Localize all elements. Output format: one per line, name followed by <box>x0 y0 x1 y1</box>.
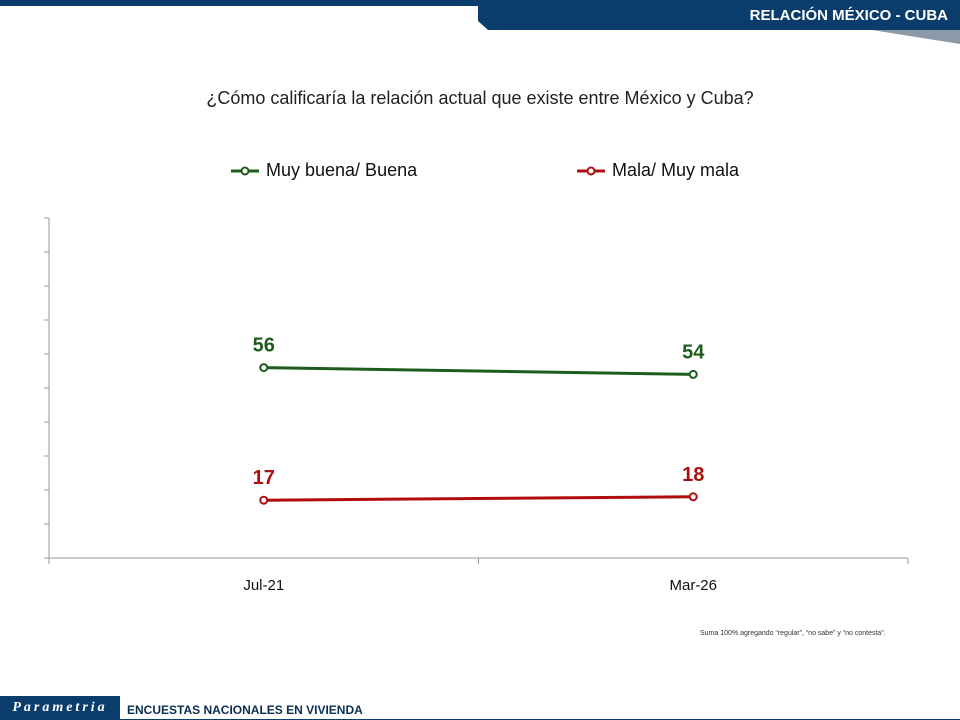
header-tab: RELACIÓN MÉXICO - CUBA <box>478 0 960 30</box>
series-line-2 <box>263 495 694 502</box>
legend-label-positive: Muy buena/ Buena <box>266 160 418 180</box>
data-label: 54 <box>682 341 705 363</box>
data-point <box>259 363 269 373</box>
legend-label-negative: Mala/ Muy mala <box>612 160 740 180</box>
data-label: 56 <box>253 335 275 357</box>
legend-item-positive: Muy buena/ Buena <box>230 160 417 181</box>
data-point <box>688 492 698 502</box>
footer-text: ENCUESTAS NACIONALES EN VIVIENDA <box>127 703 363 717</box>
series-line-1 <box>263 366 694 376</box>
x-tick-label: Jul-21 <box>243 577 284 594</box>
header-title: RELACIÓN MÉXICO - CUBA <box>749 7 948 24</box>
footer-logo: Parametria <box>0 696 120 720</box>
chart-question: ¿Cómo calificaría la relación actual que… <box>206 88 754 108</box>
legend-marker-positive <box>231 166 259 175</box>
footnote: Suma 100% agregando “regular”, “no sabe”… <box>700 630 886 637</box>
legend-item-negative: Mala/ Muy mala <box>576 160 739 181</box>
data-point <box>259 495 269 505</box>
data-label: 17 <box>253 467 275 489</box>
legend-marker-negative <box>577 166 605 175</box>
data-point <box>688 369 698 379</box>
data-label: 18 <box>682 464 704 486</box>
x-tick-label: Mar-26 <box>669 577 717 594</box>
